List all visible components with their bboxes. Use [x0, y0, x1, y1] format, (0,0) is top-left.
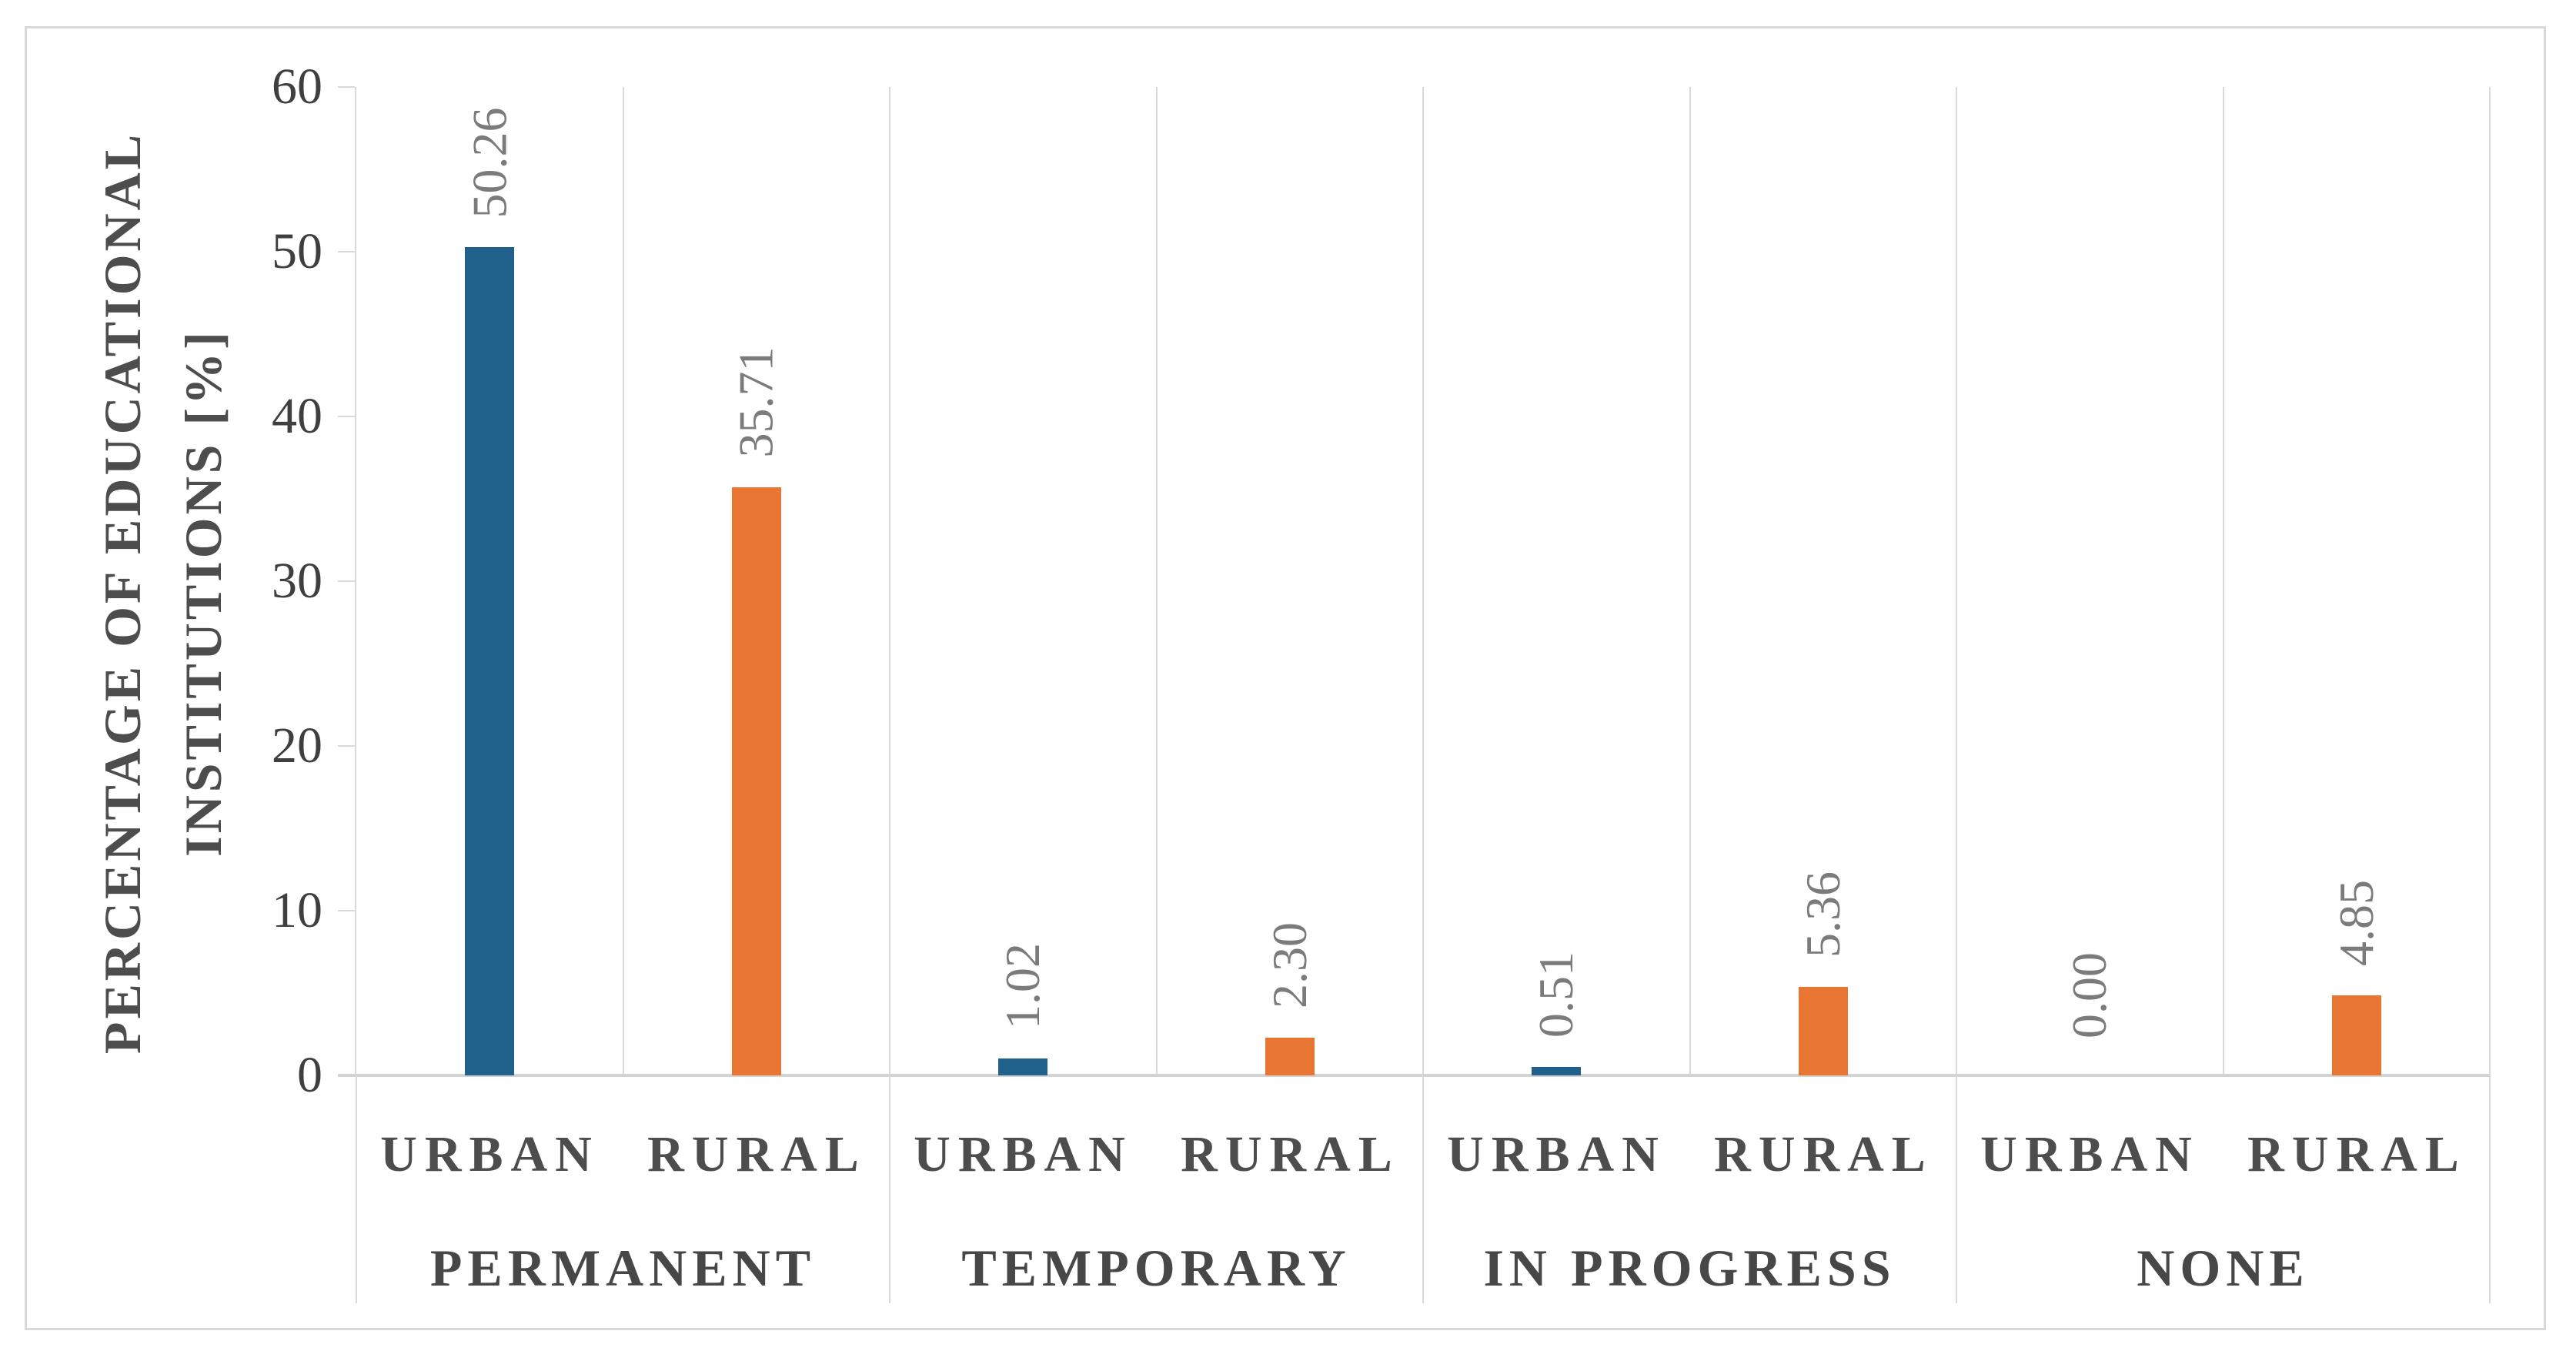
bar-in-progress-urban	[1532, 1067, 1581, 1075]
category-label-permanent-urban: URBAN	[380, 1126, 600, 1182]
x-axis-line	[338, 1074, 2490, 1077]
y-tick-label-30: 30	[272, 553, 322, 609]
group-label-in-progress: IN PROGRESS	[1483, 1239, 1896, 1297]
column-gridline-7	[2223, 87, 2224, 1075]
data-label-in-progress-rural: 5.36	[1796, 871, 1850, 958]
column-gridline-1	[623, 87, 624, 1075]
bar-permanent-urban	[465, 247, 514, 1075]
data-label-temporary-urban: 1.02	[995, 943, 1050, 1029]
plot-right-border	[2489, 87, 2491, 1075]
y-tick-label-40: 40	[272, 388, 322, 444]
bar-none-rural	[2332, 995, 2381, 1075]
y-tick-mark-60	[338, 86, 355, 88]
column-gridline-2	[889, 87, 890, 1075]
data-label-none-urban: 0.00	[2062, 952, 2117, 1038]
category-label-temporary-rural: RURAL	[1181, 1126, 1400, 1182]
data-label-permanent-urban: 50.26	[462, 107, 517, 219]
group-separator-4	[2489, 1075, 2491, 1303]
data-label-in-progress-urban: 0.51	[1529, 951, 1583, 1038]
category-label-in-progress-urban: URBAN	[1447, 1126, 1666, 1182]
y-tick-mark-30	[338, 580, 355, 582]
group-separator-1	[889, 1075, 890, 1303]
data-label-permanent-rural: 35.71	[728, 346, 783, 458]
y-tick-label-50: 50	[272, 223, 322, 279]
bar-temporary-rural	[1265, 1038, 1315, 1075]
y-tick-label-10: 10	[272, 882, 322, 938]
data-label-none-rural: 4.85	[2329, 880, 2384, 966]
group-separator-3	[1956, 1075, 1957, 1303]
bar-permanent-rural	[732, 487, 781, 1075]
category-label-in-progress-rural: RURAL	[1714, 1126, 1933, 1182]
chart-frame	[25, 26, 2546, 1330]
y-tick-label-20: 20	[272, 717, 322, 774]
y-tick-mark-40	[338, 416, 355, 417]
group-label-temporary: TEMPORARY	[961, 1239, 1351, 1297]
bar-in-progress-rural	[1799, 987, 1848, 1075]
column-gridline-4	[1422, 87, 1424, 1075]
column-gridline-3	[1156, 87, 1158, 1075]
y-tick-mark-50	[338, 251, 355, 252]
group-label-permanent: PERMANENT	[429, 1239, 817, 1297]
category-label-none-rural: RURAL	[2247, 1126, 2467, 1182]
y-tick-mark-10	[338, 910, 355, 911]
column-gridline-6	[1956, 87, 1957, 1075]
category-label-none-urban: URBAN	[1980, 1126, 2200, 1182]
category-label-permanent-rural: RURAL	[647, 1126, 867, 1182]
y-tick-mark-20	[338, 745, 355, 747]
bar-temporary-urban	[998, 1058, 1047, 1075]
category-label-temporary-urban: URBAN	[914, 1126, 1133, 1182]
group-separator-0	[356, 1075, 357, 1303]
column-gridline-5	[1689, 87, 1691, 1075]
y-tick-label-60: 60	[272, 59, 322, 115]
group-label-none: NONE	[2137, 1239, 2310, 1297]
y-tick-label-0: 0	[297, 1047, 322, 1103]
data-label-temporary-rural: 2.30	[1262, 922, 1317, 1008]
y-axis-line	[355, 87, 356, 1075]
group-separator-2	[1422, 1075, 1424, 1303]
